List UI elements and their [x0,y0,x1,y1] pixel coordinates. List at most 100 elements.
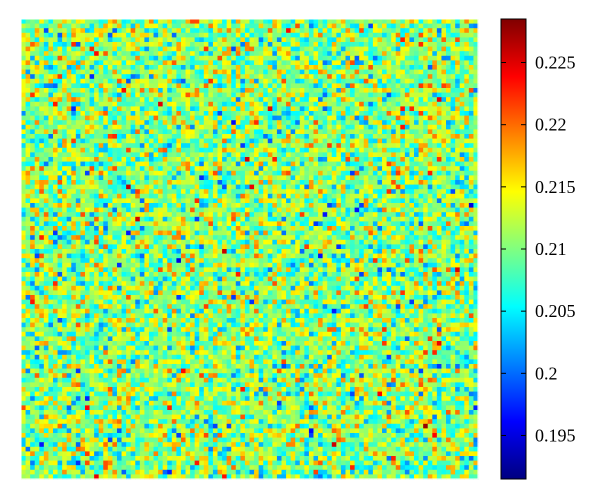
heatmap-cell [281,28,287,34]
heatmap-cell [331,161,337,167]
heatmap-cell [167,226,173,232]
heatmap-cell [446,106,452,112]
heatmap-cell [258,101,264,107]
heatmap-cell [450,221,456,227]
heatmap-cell [290,74,296,80]
heatmap-cell [464,124,470,130]
heatmap-cell [240,69,246,75]
heatmap-cell [135,212,141,218]
heatmap-cell [222,207,228,213]
heatmap-cell [249,65,255,71]
heatmap-cell [263,78,269,84]
heatmap-cell [139,60,145,66]
heatmap-cell [272,175,278,181]
heatmap-cell [258,115,264,121]
heatmap-cell [382,152,388,158]
heatmap-cell [263,152,269,158]
heatmap-cell [34,184,40,190]
heatmap-cell [112,180,118,186]
heatmap-cell [276,189,283,195]
heatmap-cell [180,101,187,107]
heatmap-cell [258,83,264,89]
heatmap-cell [208,120,214,126]
heatmap-cell [57,92,63,98]
heatmap-cell [327,55,333,61]
heatmap-cell [363,55,369,61]
heatmap-cell [350,129,356,135]
heatmap-cell [409,111,415,117]
heatmap-cell [318,129,324,135]
heatmap-cell [126,88,132,94]
heatmap-cell [39,129,45,135]
heatmap-cell [359,46,365,52]
heatmap-cell [199,170,205,176]
heatmap-cell [103,180,109,186]
heatmap-cell [135,55,141,61]
heatmap-cell [158,235,164,241]
heatmap-cell [308,42,315,48]
heatmap-cell [25,69,31,75]
heatmap-cell [116,221,123,227]
heatmap-cell [30,175,36,181]
heatmap-cell [258,97,264,103]
heatmap-cell [377,92,383,98]
heatmap-cell [52,221,59,227]
heatmap-cell [372,23,379,29]
heatmap-cell [66,60,72,66]
heatmap-cell [116,101,123,107]
heatmap-cell [450,239,456,245]
heatmap-cell [62,42,68,48]
heatmap-cell [473,124,479,130]
heatmap-cell [148,203,155,209]
heatmap-cell [121,226,127,232]
heatmap-cell [199,51,205,57]
heatmap-cell [222,23,228,29]
heatmap-cell [276,88,283,94]
heatmap-cell [464,129,470,135]
heatmap-cell [194,189,200,195]
heatmap-cell [359,92,365,98]
heatmap-cell [473,23,479,29]
heatmap-cell [130,19,136,25]
heatmap-cell [222,203,228,209]
heatmap-cell [455,115,461,121]
heatmap-cell [372,152,379,158]
heatmap-cell [148,101,155,107]
heatmap-cell [340,152,347,158]
heatmap-cell [436,170,443,176]
heatmap-cell [249,60,255,66]
heatmap-cell [468,170,475,176]
heatmap-cell [336,55,342,61]
heatmap-cell [244,115,251,121]
heatmap-cell [254,88,260,94]
heatmap-cell [130,180,136,186]
heatmap-cell [244,161,251,167]
heatmap-cell [84,166,91,172]
heatmap-cell [400,97,406,103]
heatmap-cell [267,221,273,227]
heatmap-cell [21,143,27,149]
heatmap-cell [148,138,155,144]
heatmap-cell [432,65,438,71]
heatmap-cell [171,143,177,149]
heatmap-cell [98,129,104,135]
heatmap-cell [391,74,397,80]
heatmap-cell [139,42,145,48]
heatmap-cell [217,166,223,172]
heatmap-cell [203,244,209,250]
heatmap-cell [203,235,209,241]
heatmap-cell [112,42,118,48]
heatmap-cell [235,60,241,66]
heatmap-cell [336,28,342,34]
heatmap-cell [116,203,123,209]
heatmap-cell [240,230,246,236]
heatmap-cell [194,23,200,29]
heatmap-cell [231,143,237,149]
heatmap-cell [244,193,251,199]
heatmap-cell [308,46,315,52]
heatmap-cell [450,152,456,158]
heatmap-cell [52,134,59,140]
heatmap-cell [190,106,196,112]
heatmap-cell [116,37,123,43]
heatmap-cell [455,65,461,71]
